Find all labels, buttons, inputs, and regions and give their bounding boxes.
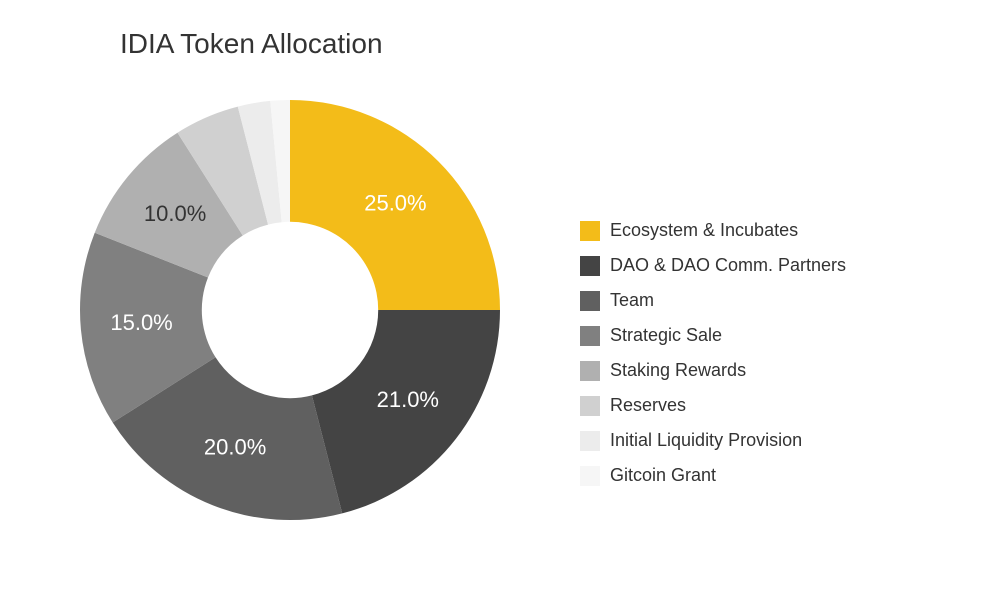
legend-swatch: [580, 396, 600, 416]
legend-swatch: [580, 221, 600, 241]
legend-item: DAO & DAO Comm. Partners: [580, 255, 846, 276]
legend-label: DAO & DAO Comm. Partners: [610, 255, 846, 276]
legend-item: Team: [580, 290, 846, 311]
legend-label: Team: [610, 290, 654, 311]
donut-chart: 25.0% 21.0% 20.0% 15.0% 10.0%: [60, 80, 520, 540]
slice-percent-label: 21.0%: [377, 387, 439, 412]
slice-percent-label: 20.0%: [204, 434, 266, 459]
legend-label: Strategic Sale: [610, 325, 722, 346]
legend-label: Staking Rewards: [610, 360, 746, 381]
legend-swatch: [580, 361, 600, 381]
legend-swatch: [580, 291, 600, 311]
slice-percent-label: 15.0%: [110, 310, 172, 335]
legend-item: Strategic Sale: [580, 325, 846, 346]
legend-swatch: [580, 466, 600, 486]
legend-swatch: [580, 256, 600, 276]
legend-item: Gitcoin Grant: [580, 465, 846, 486]
legend-label: Gitcoin Grant: [610, 465, 716, 486]
legend-item: Staking Rewards: [580, 360, 846, 381]
legend-item: Initial Liquidity Provision: [580, 430, 846, 451]
legend-label: Initial Liquidity Provision: [610, 430, 802, 451]
chart-legend: Ecosystem & Incubates DAO & DAO Comm. Par…: [580, 220, 846, 486]
chart-title: IDIA Token Allocation: [120, 28, 383, 60]
slice-percent-label: 10.0%: [144, 201, 206, 226]
legend-swatch: [580, 326, 600, 346]
legend-label: Reserves: [610, 395, 686, 416]
legend-item: Reserves: [580, 395, 846, 416]
legend-swatch: [580, 431, 600, 451]
slice-percent-label: 25.0%: [364, 190, 426, 215]
legend-label: Ecosystem & Incubates: [610, 220, 798, 241]
legend-item: Ecosystem & Incubates: [580, 220, 846, 241]
